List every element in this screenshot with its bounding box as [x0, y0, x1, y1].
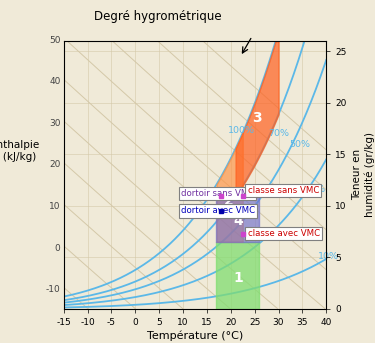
Text: 3: 3 [252, 111, 262, 125]
Text: 1: 1 [233, 271, 243, 285]
X-axis label: Température (°C): Température (°C) [147, 331, 243, 341]
Text: -10: -10 [46, 285, 60, 294]
Text: 100%: 100% [228, 126, 255, 135]
Text: 10: 10 [49, 202, 60, 211]
Y-axis label: Teneur en
humidité (gr/kg): Teneur en humidité (gr/kg) [352, 132, 375, 217]
Text: Degré hygrométrique: Degré hygrométrique [94, 10, 221, 23]
Text: 2: 2 [224, 194, 233, 208]
Text: 20: 20 [49, 160, 60, 169]
Text: 70%: 70% [268, 129, 289, 138]
Text: 50: 50 [49, 36, 60, 45]
Text: 40: 40 [49, 77, 60, 86]
Text: 30: 30 [49, 119, 60, 128]
Text: classe sans VMC: classe sans VMC [244, 186, 319, 197]
Text: 0: 0 [55, 244, 60, 252]
Text: dortoir avec VMC: dortoir avec VMC [181, 206, 255, 215]
Text: Enthalpie
h (kJ/kg): Enthalpie h (kJ/kg) [0, 140, 40, 162]
Text: 4: 4 [233, 214, 243, 228]
Text: dortoir sans VMC: dortoir sans VMC [181, 189, 254, 198]
Text: 30%: 30% [304, 185, 325, 194]
Text: 50%: 50% [290, 140, 310, 149]
Text: 10%: 10% [318, 252, 339, 261]
Text: classe avec VMC: classe avec VMC [244, 229, 320, 238]
